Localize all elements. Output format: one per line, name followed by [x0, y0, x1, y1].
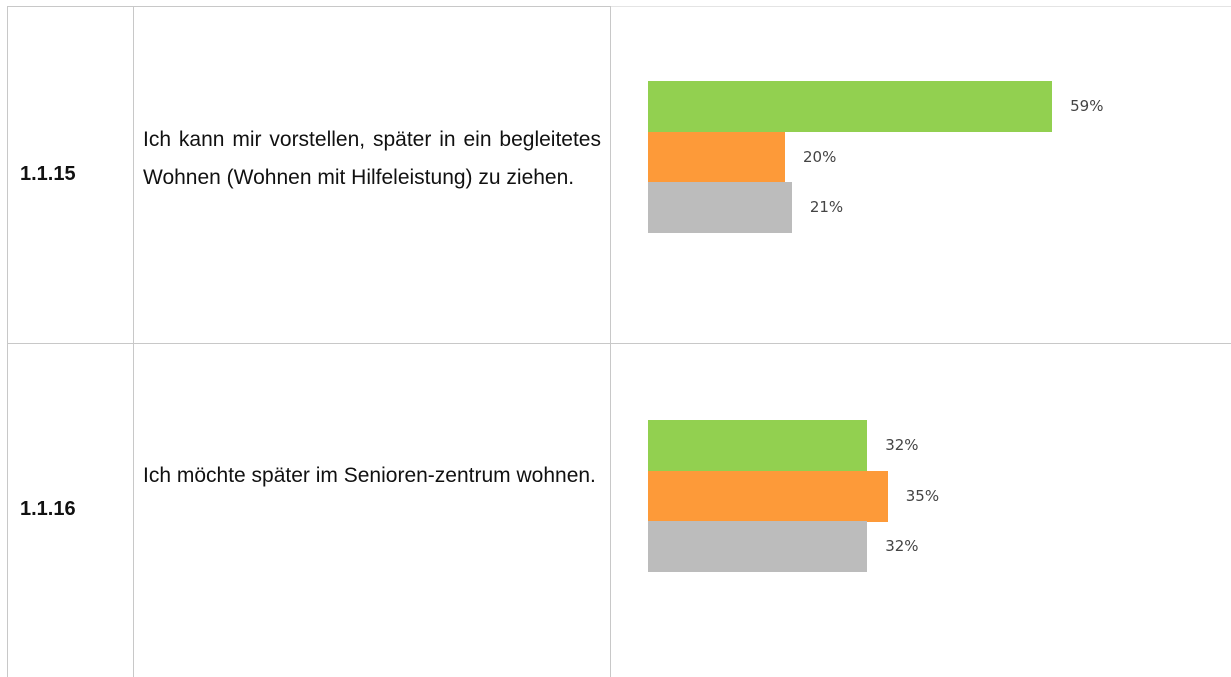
bar [648, 470, 888, 522]
value-label: 32% [885, 436, 919, 454]
value-label: 35% [905, 486, 940, 505]
row-id: 1.1.16 [20, 498, 76, 520]
bar [648, 420, 868, 471]
value-label: 32% [885, 537, 919, 555]
bar [648, 521, 868, 572]
border-col1 [133, 6, 134, 677]
border-top [7, 6, 610, 7]
row-text: Ich möchte später im Senioren-zentrum wo… [143, 464, 596, 487]
bar [648, 131, 785, 183]
bar [648, 182, 792, 233]
row-id: 1.1.15 [20, 162, 76, 185]
border-middle [7, 343, 1231, 344]
bar [648, 81, 1053, 132]
border-left [7, 6, 8, 677]
row-text: Ich kann mir vorstellen, später in ein b… [143, 128, 601, 189]
value-label: 59% [1070, 97, 1104, 115]
value-label: 21% [809, 198, 844, 216]
border-col2 [610, 6, 611, 677]
border-top-right [610, 6, 1231, 7]
value-label: 20% [803, 147, 837, 166]
